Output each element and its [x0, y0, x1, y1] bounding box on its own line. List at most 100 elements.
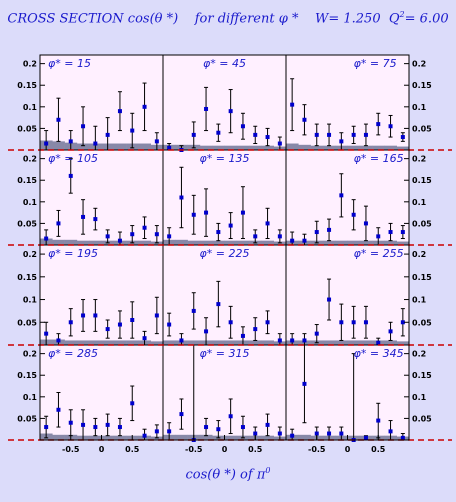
panel: φ* = 15	[40, 57, 164, 150]
systematic-band-bar	[322, 145, 336, 150]
systematic-band-bar	[64, 340, 78, 345]
systematic-band-bar	[322, 340, 336, 345]
panel-background	[286, 345, 409, 440]
data-point	[339, 320, 344, 325]
data-point	[105, 132, 110, 137]
systematic-band-bar	[138, 240, 151, 245]
systematic-band-bar	[396, 341, 410, 345]
data-point	[204, 106, 209, 111]
data-point	[93, 425, 98, 430]
data-point	[167, 322, 172, 327]
y-tick-label-right: 0.1	[412, 393, 427, 402]
systematic-band-bar	[249, 340, 262, 345]
data-point	[253, 431, 258, 436]
title-q2-value: = 6.00	[404, 11, 449, 27]
data-point	[167, 234, 172, 239]
systematic-band-bar	[199, 240, 213, 245]
data-point	[290, 238, 295, 243]
data-point	[277, 338, 282, 343]
y-tick-label-left: 0.05	[17, 414, 37, 423]
data-point	[56, 407, 61, 412]
panel-background	[40, 150, 163, 245]
systematic-band-bar	[347, 340, 361, 345]
systematic-band-bar	[261, 435, 274, 440]
data-point	[117, 425, 122, 430]
panel-label: φ* = 195	[48, 247, 98, 260]
panel-label: φ* = 225	[200, 247, 250, 260]
systematic-band-bar	[89, 340, 102, 345]
data-point	[68, 139, 73, 144]
panel-label: φ* = 345	[354, 347, 404, 360]
panel-label: φ* = 285	[48, 347, 98, 360]
systematic-band-bar	[298, 144, 311, 150]
y-tick-label-left: 0.1	[23, 393, 38, 402]
data-point	[68, 320, 73, 325]
data-point	[363, 320, 368, 325]
data-point	[363, 435, 368, 440]
data-point	[339, 139, 344, 144]
systematic-band-bar	[396, 146, 410, 150]
systematic-band-bar	[224, 240, 238, 245]
systematic-band-bar	[89, 435, 102, 440]
systematic-band-bar	[126, 340, 139, 345]
panel: φ* = 255	[286, 247, 410, 345]
panel: φ* = 75	[286, 57, 410, 150]
data-point	[167, 429, 172, 434]
panel-background	[286, 150, 409, 245]
data-point	[265, 135, 270, 140]
systematic-band-bar	[113, 435, 127, 440]
data-point	[216, 302, 221, 307]
y-tick-label-right: 0.05	[412, 219, 432, 228]
title-phi: for different φ *	[194, 11, 299, 27]
data-point	[240, 210, 245, 215]
systematic-band-bar	[52, 239, 65, 245]
systematic-band-bar	[310, 145, 324, 150]
systematic-band-bar	[286, 143, 299, 150]
systematic-band-bar	[76, 143, 90, 150]
x-tick-label: -0.5	[185, 445, 203, 454]
systematic-band-bar	[261, 340, 274, 345]
panel-background	[40, 55, 163, 150]
y-tick-label-right: 0.05	[412, 414, 432, 423]
data-point	[302, 238, 307, 243]
systematic-band-bar	[175, 434, 188, 440]
data-point	[351, 212, 356, 217]
panel: φ* = 135	[163, 152, 287, 245]
panel-label: φ* = 75	[354, 57, 397, 70]
panel: φ* = 105	[40, 152, 164, 245]
data-point	[44, 236, 49, 241]
data-point	[105, 234, 110, 239]
x-tick-label: 0	[345, 445, 351, 454]
data-point	[179, 195, 184, 200]
data-point	[142, 336, 147, 341]
data-point	[191, 212, 196, 217]
panel-label: φ* = 255	[354, 247, 404, 260]
y-tick-label-left: 0.1	[23, 296, 38, 305]
data-point	[130, 232, 135, 237]
systematic-band-bar	[224, 435, 238, 440]
x-tick-label: 0	[222, 445, 228, 454]
data-point	[93, 141, 98, 146]
systematic-band-bar	[335, 340, 348, 345]
panel: φ* = 225	[163, 247, 287, 345]
data-point	[400, 435, 405, 440]
y-tick-label-right: 0.1	[412, 103, 427, 112]
panel-background	[163, 245, 286, 345]
data-point	[327, 431, 332, 436]
title-q2-label: Q	[388, 11, 400, 27]
systematic-band-bar	[101, 435, 115, 440]
y-tick-label-right: 0.2	[412, 350, 426, 359]
data-point	[277, 234, 282, 239]
systematic-band-bar	[89, 240, 102, 245]
title-q2-sup: 2	[399, 10, 405, 19]
data-point	[142, 433, 147, 438]
data-point	[191, 132, 196, 137]
systematic-band-bar	[384, 145, 397, 150]
data-point	[228, 109, 233, 114]
chart-title: CROSS SECTION cos(θ *) for different φ *…	[0, 10, 456, 26]
data-point	[56, 338, 61, 343]
panel-background	[40, 245, 163, 345]
data-point	[117, 238, 122, 243]
systematic-band-bar	[138, 143, 151, 150]
data-point	[400, 135, 405, 140]
